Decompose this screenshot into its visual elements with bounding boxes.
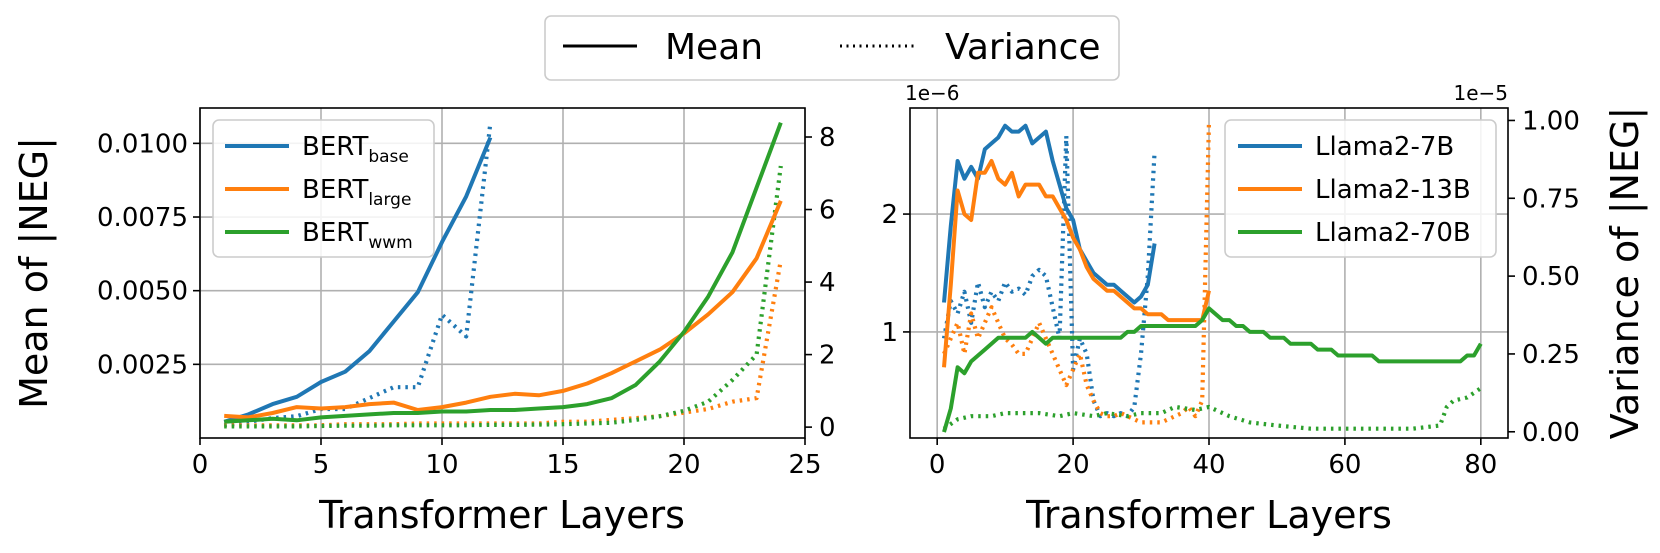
variance-legend-label: Variance bbox=[945, 27, 1101, 68]
bert-x-axis-label: Transformer Layers bbox=[318, 493, 685, 537]
bert-plot-frame bbox=[199, 107, 806, 439]
llama-x-tick-label: 40 bbox=[1192, 450, 1225, 480]
figure-legend-box bbox=[544, 15, 1120, 81]
llama2-70b-mean-line bbox=[942, 306, 1483, 433]
llama-left-offset-text: 1e−6 bbox=[905, 81, 960, 105]
bert-y-tick-label: 0.0050 bbox=[97, 277, 188, 307]
llama-y-tick-label: 2 bbox=[881, 200, 898, 230]
bert-ticks: 0 5 10 15 20 25 0.0025 0.0050 0.0075 0.0100 0 2 4 6 8 bbox=[97, 123, 836, 480]
llama2-13b-variance-line bbox=[942, 120, 1212, 425]
llama-x-tick-label: 60 bbox=[1328, 450, 1361, 480]
llama-y2-tick-label: 1.00 bbox=[1522, 106, 1580, 136]
bert-legend: BERTbase BERTlarge BERTwwm bbox=[212, 119, 435, 258]
llama-x-tick-label: 20 bbox=[1057, 450, 1090, 480]
llama-x-tick-label: 0 bbox=[929, 450, 946, 480]
bert-y2-tick-label: 8 bbox=[819, 123, 836, 153]
llama-y2-tick-label: 0.25 bbox=[1522, 340, 1580, 370]
bert-y-tick-label: 0.0075 bbox=[97, 203, 188, 233]
bert-base-legend-label: BERTbase bbox=[302, 132, 409, 167]
bert-y2-tick-label: 4 bbox=[819, 268, 836, 298]
bert-x-tick-label: 0 bbox=[192, 450, 209, 480]
bert-y-tick-label: 0.0100 bbox=[97, 129, 188, 159]
bert-wwm-variance-line bbox=[224, 165, 783, 429]
llama-x-tick-label: 80 bbox=[1464, 450, 1497, 480]
bert-large-legend-label: BERTlarge bbox=[302, 175, 411, 210]
bert-x-tick-label: 10 bbox=[425, 450, 458, 480]
bert-legend-box bbox=[212, 119, 435, 258]
llama2-13b-mean-line bbox=[942, 159, 1211, 368]
llama2-7b-legend-label: Llama2-7B bbox=[1315, 132, 1454, 162]
bert-y-axis-label: Mean of |NEG| bbox=[12, 137, 57, 409]
llama-y2-tick-label: 0.00 bbox=[1522, 418, 1580, 448]
llama-x-axis-label: Transformer Layers bbox=[1025, 493, 1392, 537]
llama-legend: Llama2-7B Llama2-13B Llama2-70B bbox=[1224, 119, 1497, 258]
llama-series bbox=[941, 120, 1483, 433]
llama2-70b-legend-label: Llama2-70B bbox=[1315, 218, 1471, 248]
bert-panel: 0 5 10 15 20 250.00250.00500.00750.010002468 … bbox=[12, 107, 836, 537]
bert-y2-tick-label: 6 bbox=[819, 196, 836, 226]
llama-y-tick-label: 1 bbox=[881, 318, 898, 348]
mean-legend-label: Mean bbox=[665, 27, 763, 68]
bert-x-tick-label: 20 bbox=[667, 450, 700, 480]
llama-ticks: 0 20 40 60 80 1 2 0.00 0.25 0.50 0.75 1.00 bbox=[881, 106, 1579, 480]
bert-y2-tick-label: 0 bbox=[819, 413, 836, 443]
llama-y2-tick-label: 0.75 bbox=[1522, 184, 1580, 214]
figure-legend: Mean Variance bbox=[544, 15, 1120, 81]
llama2-13b-legend-label: Llama2-13B bbox=[1315, 175, 1471, 205]
llama2-70b-variance-line bbox=[942, 386, 1482, 431]
bert-base-variance-line bbox=[223, 122, 493, 428]
bert-base-mean-line bbox=[223, 136, 493, 424]
bert-large-variance-line bbox=[224, 259, 783, 428]
bert-x-tick-label: 15 bbox=[546, 450, 579, 480]
bert-large-mean-line bbox=[224, 200, 783, 420]
bert-series bbox=[223, 122, 783, 429]
bert-wwm-legend-label: BERTwwm bbox=[302, 218, 413, 253]
llama-y2-axis-label: Variance of |NEG| bbox=[1603, 107, 1648, 439]
bert-y-tick-label: 0.0025 bbox=[97, 350, 188, 380]
llama-legend-box bbox=[1224, 119, 1497, 258]
llama-right-offset-text: 1e−5 bbox=[1453, 81, 1508, 105]
llama-y2-tick-label: 0.50 bbox=[1522, 262, 1580, 292]
bert-x-tick-label: 25 bbox=[788, 450, 821, 480]
bert-y2-tick-label: 2 bbox=[819, 341, 836, 371]
bert-x-tick-label: 5 bbox=[313, 450, 330, 480]
bert-wwm-mean-line bbox=[224, 122, 783, 424]
llama-panel: 0 20 40 60 80 1 2 0.00 0.25 0.50 0.75 1.00 1e−6 1e−… bbox=[881, 81, 1648, 537]
